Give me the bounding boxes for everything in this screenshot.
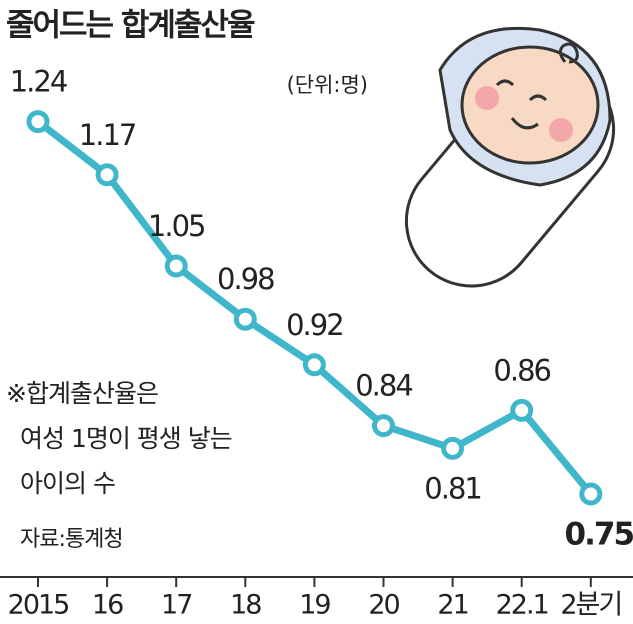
value-label: 0.75 <box>565 517 633 553</box>
point <box>164 254 188 278</box>
x-tick-label: 20 <box>368 590 399 621</box>
value-label: 0.92 <box>286 308 343 342</box>
value-label: 0.81 <box>424 471 481 505</box>
value-label: 0.98 <box>217 262 274 296</box>
baby-illustration <box>404 26 616 288</box>
x-tick-label: 21 <box>437 590 467 621</box>
value-label: 1.17 <box>79 118 136 152</box>
chart-title: 줄어드는 합계출산율 <box>6 8 255 44</box>
x-tick-label: 19 <box>299 590 330 621</box>
x-tick-label: 2015 <box>8 590 69 621</box>
point <box>302 353 326 377</box>
point <box>510 398 534 422</box>
unit-note: (단위:명) <box>287 73 368 97</box>
point <box>233 307 257 331</box>
x-tick-label: 22.1 <box>496 590 548 621</box>
point <box>372 414 395 438</box>
point <box>579 482 603 506</box>
annotation: 아이의 수 <box>20 469 115 498</box>
source: 자료:통계청 <box>20 527 123 552</box>
value-label: 1.24 <box>10 65 67 99</box>
annotation: ※합계출산율은 <box>6 379 158 408</box>
x-tick-label: 18 <box>230 590 261 621</box>
point <box>26 110 50 134</box>
x-tick-label: 17 <box>161 590 191 621</box>
annotation: 여성 1명이 평생 낳는 <box>20 424 232 453</box>
point <box>95 163 119 187</box>
x-tick-label: 16 <box>92 590 123 621</box>
value-label: 0.84 <box>355 369 412 403</box>
x-tick-label: 2분기 <box>560 590 621 621</box>
value-label: 1.05 <box>148 209 205 243</box>
point <box>441 436 465 460</box>
value-label: 0.86 <box>493 353 550 387</box>
